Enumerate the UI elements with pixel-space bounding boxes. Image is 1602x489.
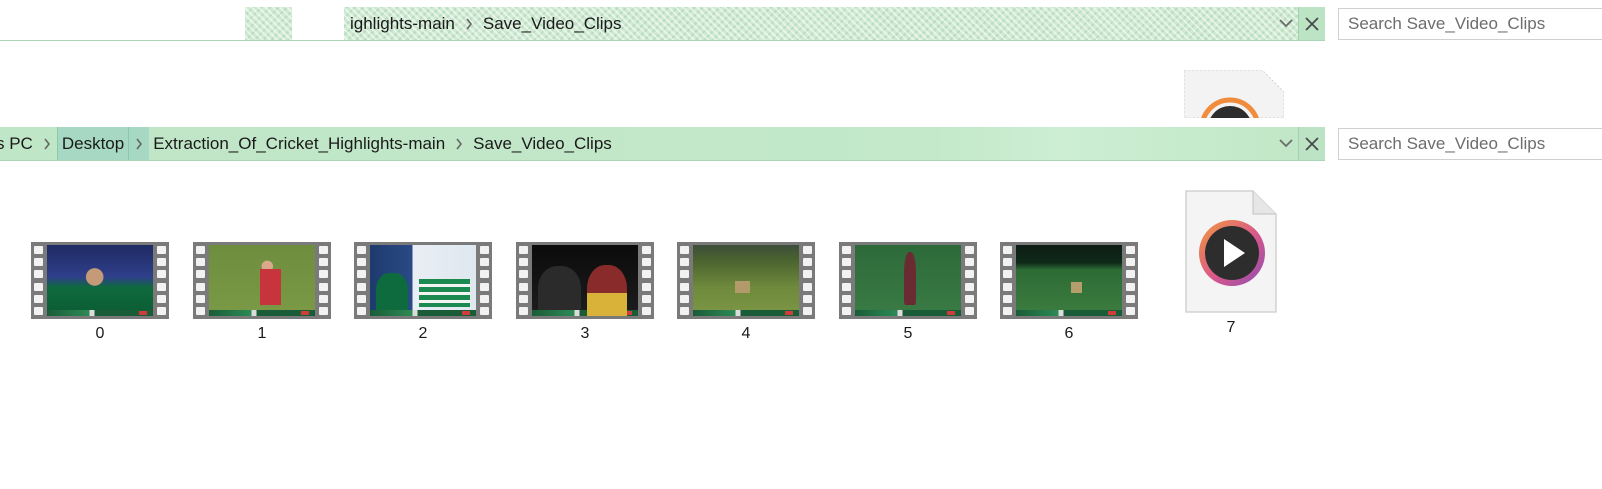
ghost-crumb-highlights[interactable]: ighlights-main <box>350 13 455 33</box>
chevron-right-icon[interactable] <box>459 7 479 40</box>
video-thumbnail <box>47 245 153 316</box>
file-name: 0 <box>95 325 105 342</box>
close-icon[interactable] <box>1298 127 1325 160</box>
crumb-this-pc[interactable]: s PC <box>0 133 33 153</box>
chevron-down-icon[interactable] <box>1274 127 1298 160</box>
video-thumbnail <box>532 245 638 316</box>
file-item-video[interactable]: 1 <box>192 232 332 357</box>
filmstrip-icon <box>839 242 977 319</box>
ghost-blot-left <box>0 7 245 40</box>
file-item-video[interactable]: 5 <box>838 232 978 357</box>
ghost-crumb-save-video-clips[interactable]: Save_Video_Clips <box>482 13 622 33</box>
file-item-video[interactable]: 3 <box>515 232 655 357</box>
filmstrip-icon <box>677 242 815 319</box>
file-item-video[interactable]: 0 <box>30 232 170 357</box>
file-name: 5 <box>903 325 913 342</box>
chevron-right-icon[interactable] <box>129 127 150 160</box>
filmstrip-icon <box>31 242 169 319</box>
filmstrip-icon <box>193 242 331 319</box>
file-item-video[interactable]: 6 <box>999 232 1139 357</box>
filmstrip-icon <box>354 242 492 319</box>
filmstrip-icon <box>516 242 654 319</box>
file-item-media[interactable]: 7 <box>1161 190 1301 357</box>
file-name: 2 <box>418 325 428 342</box>
chevron-right-icon[interactable] <box>449 127 469 160</box>
video-thumbnail <box>209 245 315 316</box>
video-thumbnail <box>855 245 961 316</box>
ghost-blot-mid <box>292 7 344 40</box>
ghost-breadcrumb: ighlights-main Save_Video_Clips <box>0 7 1274 40</box>
filmstrip-icon <box>1000 242 1138 319</box>
chevron-down-icon[interactable] <box>1274 7 1298 40</box>
chevron-right-icon[interactable] <box>37 127 57 160</box>
file-name: 6 <box>1064 325 1074 342</box>
crumb-extraction-folder[interactable]: Extraction_Of_Cricket_Highlights-main <box>153 133 446 153</box>
file-name: 1 <box>257 325 267 342</box>
file-item-video[interactable]: 2 <box>353 232 493 357</box>
video-thumbnail <box>1016 245 1122 316</box>
search-input[interactable] <box>1338 128 1602 160</box>
file-name: 7 <box>1226 319 1236 336</box>
breadcrumb: s PC Desktop Extraction_Of_Cricket_Highl… <box>0 127 1274 160</box>
video-thumbnail <box>693 245 799 316</box>
file-item-video[interactable]: 4 <box>676 232 816 357</box>
video-thumbnail <box>370 245 476 316</box>
ghost-search-input[interactable] <box>1338 8 1602 40</box>
file-name: 3 <box>580 325 590 342</box>
address-bar[interactable]: s PC Desktop Extraction_Of_Cricket_Highl… <box>0 127 1325 161</box>
close-icon[interactable] <box>1298 7 1325 40</box>
ghost-address-bar: ighlights-main Save_Video_Clips <box>0 7 1325 41</box>
media-player-file-icon <box>1185 190 1277 313</box>
ghost-media-file-icon <box>1184 70 1284 118</box>
crumb-desktop[interactable]: Desktop <box>56 127 130 160</box>
file-name: 4 <box>741 325 751 342</box>
crumb-save-video-clips[interactable]: Save_Video_Clips <box>473 133 612 153</box>
